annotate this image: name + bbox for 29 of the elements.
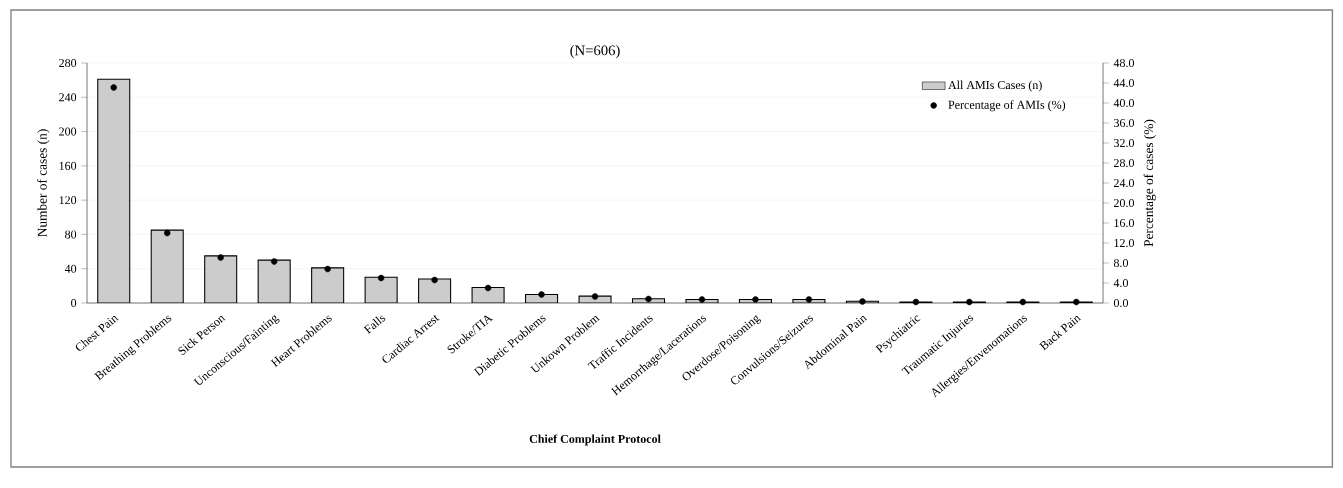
y2-tick-label: 4.0 (1113, 278, 1128, 288)
x-axis-title: Chief Complaint Protocol (529, 434, 661, 446)
y-tick-label: 40 (64, 264, 77, 273)
y2-tick-label: 16.0 (1114, 218, 1134, 228)
x-tick-label: Back Pain (1038, 315, 1082, 351)
chart-title: (N=606) (570, 45, 620, 59)
y2-tick-label: 48.0 (1113, 58, 1134, 68)
y-axis-title: Number of cases (n) (37, 129, 50, 237)
y2-tick-label: 24.0 (1113, 178, 1134, 188)
legend-label: Percentage of AMIs (%) (948, 100, 1066, 112)
y2-tick-label: 8.0 (1113, 258, 1128, 268)
y2-tick-label: 0.0 (1113, 298, 1128, 308)
y2-tick-label: 12.0 (1114, 238, 1134, 248)
y-tick-label: 160 (59, 161, 77, 170)
y2-tick-label: 40.0 (1113, 98, 1134, 108)
y-tick-label: 120 (59, 196, 77, 205)
y2-tick-label: 36.0 (1114, 118, 1134, 128)
y-tick-label: 280 (59, 58, 77, 68)
y2-tick-label: 32.0 (1114, 138, 1134, 148)
y-tick-label: 0 (71, 298, 77, 308)
y-tick-label: 200 (59, 127, 77, 136)
x-tick-label: Falls (363, 315, 386, 334)
y2-tick-label: 28.0 (1113, 158, 1134, 168)
y-tick-label: 240 (59, 93, 77, 102)
legend-label: All AMIs Cases (n) (948, 80, 1042, 92)
y2-tick-label: 20.0 (1113, 198, 1134, 208)
y-tick-label: 80 (65, 230, 77, 239)
y2-axis-title: Percentage of cases (%) (1143, 119, 1156, 247)
y2-tick-label: 44.0 (1113, 78, 1134, 88)
